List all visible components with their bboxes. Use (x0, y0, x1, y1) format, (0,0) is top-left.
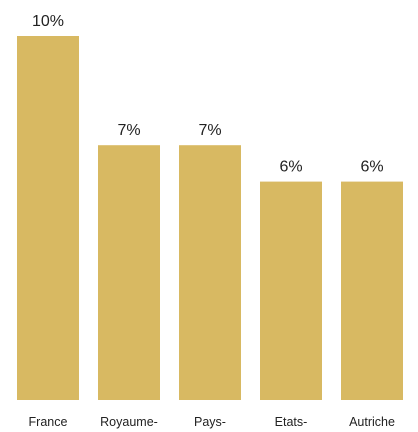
bars-group (17, 36, 403, 400)
x-tick-label-3: Etats- (275, 415, 308, 429)
x-tick-label-1: Royaume- (100, 415, 158, 429)
x-tick-label-0: France (29, 415, 68, 429)
data-label-0: 10% (32, 13, 64, 30)
x-tick-label-4: Autriche (349, 415, 395, 429)
bar-0 (17, 36, 79, 400)
bar-4 (341, 181, 403, 400)
x-tick-labels-group: France Royaume- Pays- Etats- Autriche (29, 415, 395, 429)
data-label-3: 6% (279, 159, 302, 176)
data-label-2: 7% (198, 122, 221, 139)
data-label-4: 6% (360, 159, 383, 176)
data-labels-group: 10% 7% 7% 6% 6% (32, 13, 384, 176)
bar-1 (98, 145, 160, 400)
bar-2 (179, 145, 241, 400)
data-label-1: 7% (117, 122, 140, 139)
x-tick-label-2: Pays- (194, 415, 226, 429)
bar-3 (260, 181, 322, 400)
